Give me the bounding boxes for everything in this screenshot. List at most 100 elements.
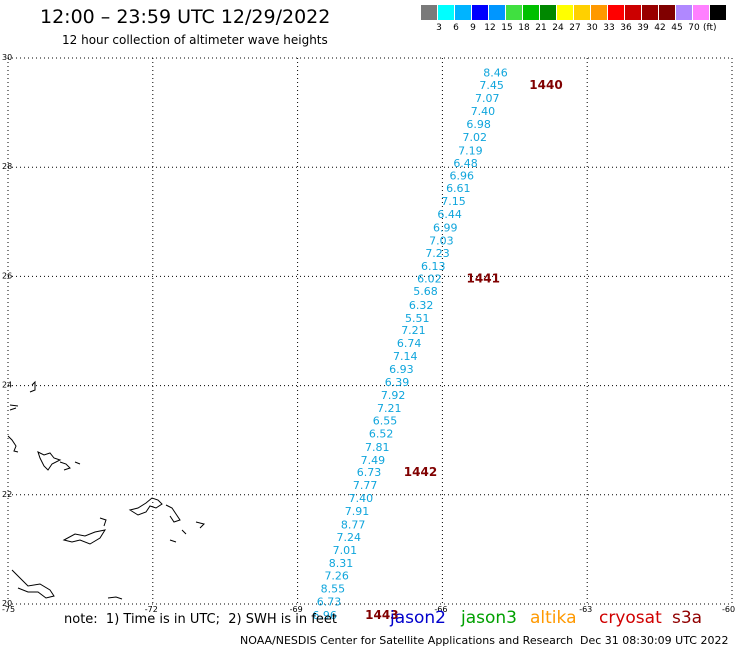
x-tick-label: -72 [145, 605, 158, 614]
axes: -75 -72 -69 -66 -63 -60 20 22 24 26 28 30 [2, 53, 735, 614]
swh-value-label: 7.77 [353, 479, 378, 492]
chart-subtitle: 12 hour collection of altimeter wave hei… [62, 33, 328, 47]
satellite-s3a: s3a [672, 608, 703, 628]
legend-swatch [421, 5, 437, 20]
satellite-altika: altika [530, 608, 577, 628]
swh-value-label: 6.39 [385, 376, 410, 389]
legend-label: 36 [620, 23, 632, 33]
swh-value-label: 6.32 [409, 299, 434, 312]
coastline-hispaniola-2 [107, 596, 123, 600]
satellite-jason2: jason2 [390, 608, 446, 628]
legend-unit: (ft) [703, 23, 717, 33]
orbit-number-label: 1441 [467, 272, 500, 286]
swh-value-label: 5.68 [413, 285, 438, 298]
swh-value-label: 7.92 [381, 389, 406, 402]
grid-lines [7, 57, 733, 605]
swh-value-label: 8.55 [321, 583, 346, 596]
legend-swatch [659, 5, 675, 20]
swh-value-label: 7.15 [441, 195, 466, 208]
footer-timestamp: Dec 31 08:30:09 UTC 2022 [580, 634, 729, 647]
swh-value-label: 7.19 [458, 144, 483, 157]
legend-label: 27 [569, 23, 581, 33]
coastline-bahamas-2 [9, 404, 19, 411]
swh-value-label: 6.44 [437, 208, 462, 221]
swh-value-label: 6.98 [466, 118, 491, 131]
swh-value-label: 7.91 [345, 505, 370, 518]
y-tick-label: 30 [2, 53, 12, 62]
swh-value-label: 6.55 [373, 415, 398, 428]
swh-value-label: 7.07 [475, 92, 500, 105]
y-tick-label: 20 [2, 599, 12, 608]
orbit-number-label: 1443 [365, 608, 398, 622]
legend-swatch [710, 5, 726, 20]
y-tick-label: 26 [2, 271, 12, 280]
legend-swatch [591, 5, 607, 20]
swh-value-label: 6.99 [433, 221, 458, 234]
swh-value-label: 7.81 [365, 441, 390, 454]
legend-swatch [540, 5, 556, 20]
legend-swatch [506, 5, 522, 20]
swh-value-label: 7.49 [361, 454, 386, 467]
legend-label: 15 [501, 23, 513, 33]
legend-label: 42 [654, 23, 666, 33]
legend-swatch [608, 5, 624, 20]
swh-value-label: 7.14 [393, 350, 418, 363]
y-tick-label: 24 [2, 381, 12, 390]
x-tick-label: -63 [579, 605, 592, 614]
legend-swatch [625, 5, 641, 20]
swh-value-label: 7.03 [429, 234, 454, 247]
swh-value-label: 8.77 [341, 518, 366, 531]
swh-value-label: 8.31 [329, 557, 354, 570]
swh-value-label: 6.93 [389, 363, 414, 376]
coastline-bahamas-3 [7, 435, 19, 453]
swh-value-label: 6.96 [312, 609, 337, 622]
legend-swatch [455, 5, 471, 20]
coastline-bahamas-6 [74, 461, 81, 465]
legend-swatch [472, 5, 488, 20]
swh-value-label: 7.26 [324, 570, 349, 583]
legend-label: 21 [535, 23, 547, 33]
y-tick-label: 22 [2, 490, 12, 499]
legend-label: 45 [671, 23, 683, 33]
swh-value-label: 8.46 [483, 67, 508, 80]
legend-label: 30 [586, 23, 598, 33]
coastline-bahamas-4 [37, 451, 62, 471]
x-tick-label: -60 [722, 605, 735, 614]
swh-value-label: 6.13 [421, 260, 446, 273]
swh-value-label: 7.01 [333, 544, 358, 557]
coastline-hispaniola [11, 569, 55, 599]
swh-value-label: 7.24 [337, 531, 362, 544]
swh-value-label: 7.21 [377, 402, 402, 415]
legend-swatch [676, 5, 692, 20]
coastline-cuba-2 [99, 517, 107, 527]
swh-value-label: 5.51 [405, 312, 430, 325]
coastline-bahamas-1 [29, 380, 36, 393]
coastline-bahamas-5 [59, 461, 71, 471]
coastline-turks-3 [195, 521, 205, 529]
legend-label: 33 [603, 23, 615, 33]
swh-value-label: 6.48 [453, 157, 478, 170]
legend-label: 18 [518, 23, 530, 33]
swh-value-label: 6.61 [446, 182, 471, 195]
swh-value-label: 7.40 [471, 105, 496, 118]
orbit-number-label: 1440 [529, 78, 562, 92]
data-marks: 8.467.457.077.406.987.027.196.486.966.61… [312, 67, 562, 622]
swh-value-label: 7.02 [462, 131, 487, 144]
x-tick-label: -66 [434, 605, 447, 614]
x-tick-label: -69 [290, 605, 303, 614]
legend-swatch [693, 5, 709, 20]
coastline-turks-1 [128, 497, 163, 516]
swh-value-label: 6.96 [449, 169, 474, 182]
y-tick-label: 28 [2, 162, 12, 171]
legend-label: 70 [688, 23, 700, 33]
footer-note: note: 1) Time is in UTC; 2) SWH is in fe… [64, 612, 337, 627]
legend-swatch [557, 5, 573, 20]
swh-value-label: 6.74 [397, 337, 422, 350]
footer-credit: NOAA/NESDIS Center for Satellite Applica… [240, 634, 574, 647]
x-tick-label: -75 [2, 605, 15, 614]
satellite-jason3: jason3 [461, 608, 517, 628]
legend-label: 24 [552, 23, 564, 33]
coastline-turks-4 [169, 529, 187, 543]
coastline-turks-2 [165, 504, 181, 523]
